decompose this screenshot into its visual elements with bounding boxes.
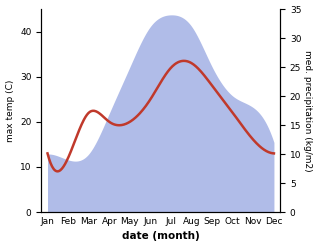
X-axis label: date (month): date (month) bbox=[122, 231, 200, 242]
Y-axis label: med. precipitation (kg/m2): med. precipitation (kg/m2) bbox=[303, 50, 313, 171]
Y-axis label: max temp (C): max temp (C) bbox=[5, 79, 15, 142]
